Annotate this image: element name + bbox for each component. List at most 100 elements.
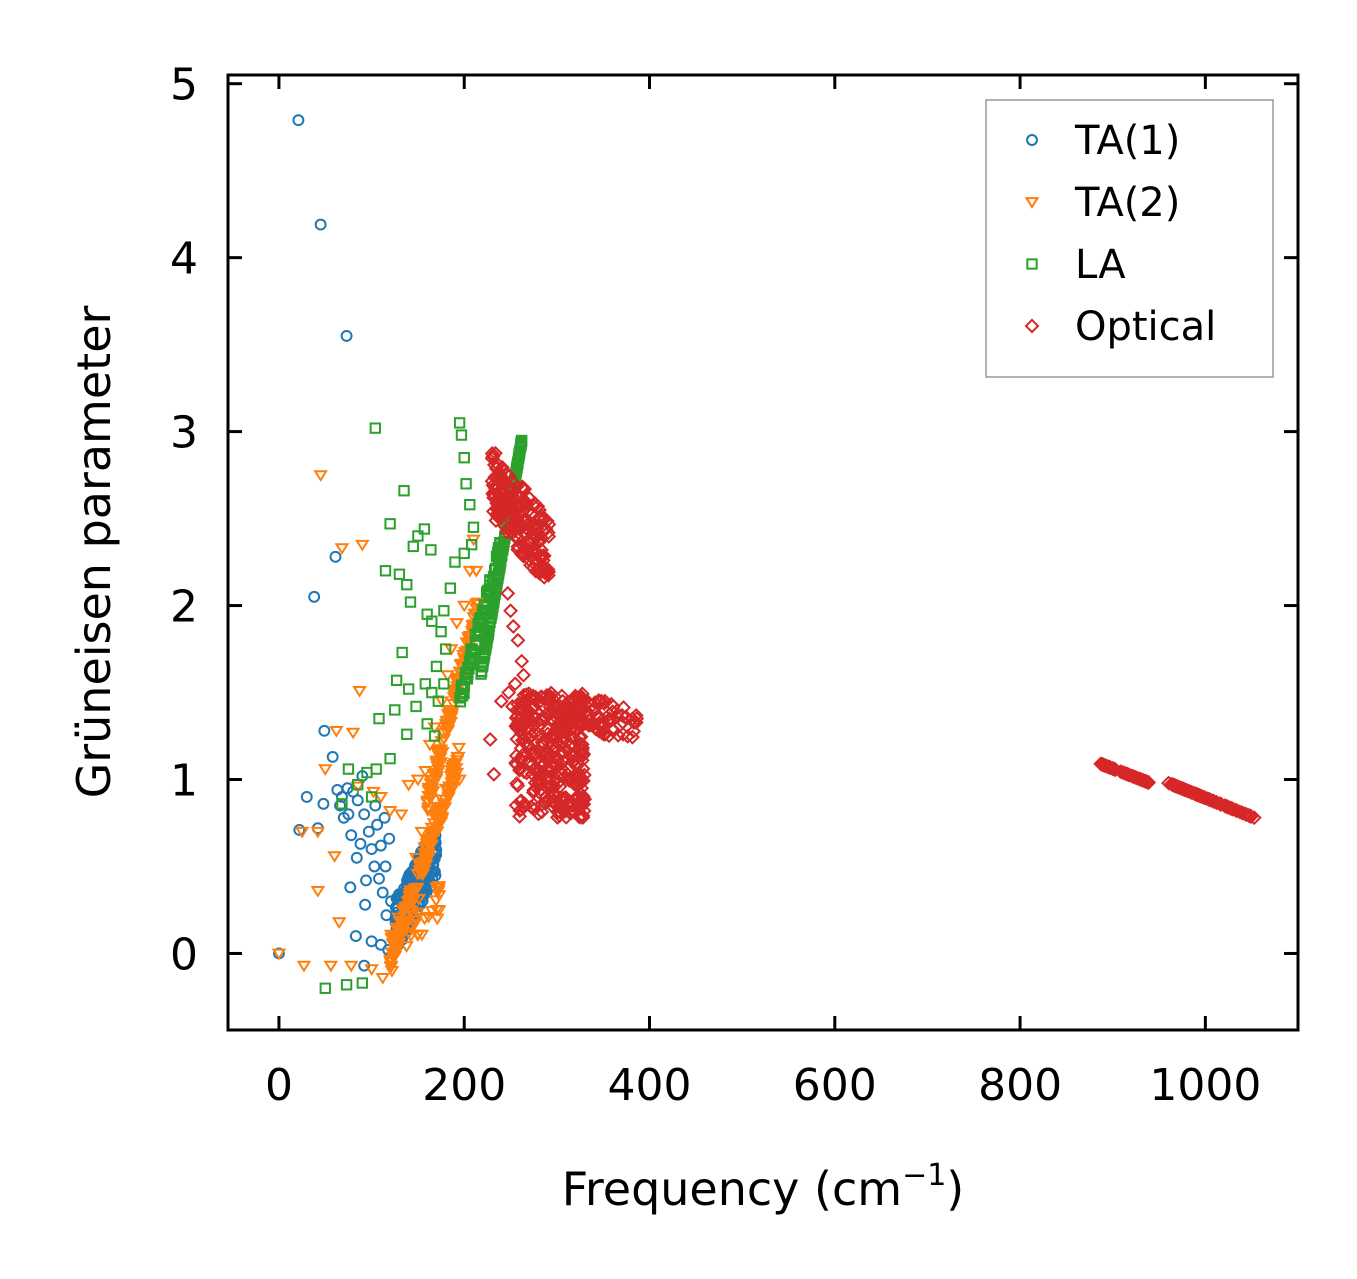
data-point (352, 779, 364, 791)
data-point (425, 544, 437, 556)
data-point (376, 886, 389, 899)
data-point (624, 729, 640, 745)
data-point (575, 788, 591, 804)
data-point (556, 700, 572, 716)
data-point (440, 670, 455, 682)
data-point (329, 550, 342, 563)
data-point (430, 660, 443, 673)
data-point (415, 869, 431, 882)
data-point (327, 851, 342, 863)
data-point (1189, 787, 1205, 803)
data-point (355, 539, 370, 552)
data-point (383, 962, 399, 974)
data-point (449, 556, 461, 568)
data-point (496, 476, 512, 492)
data-point (403, 920, 419, 933)
data-point (502, 505, 517, 521)
data-point (487, 483, 503, 498)
data-point (313, 470, 328, 482)
y-tick-label: 1 (170, 756, 198, 807)
data-point (539, 565, 555, 580)
data-point (373, 712, 385, 725)
data-point (504, 474, 520, 490)
data-point (373, 872, 385, 885)
data-point (1184, 784, 1200, 800)
data-point (428, 865, 440, 878)
data-point (426, 686, 438, 699)
data-point (478, 605, 490, 617)
data-point (441, 785, 457, 797)
x-tick-label: 600 (793, 1060, 877, 1111)
data-point (358, 808, 371, 821)
data-point (503, 480, 519, 496)
data-point (337, 811, 350, 824)
data-point (538, 778, 554, 794)
data-point (1209, 795, 1225, 811)
data-point (350, 781, 366, 794)
data-point (510, 778, 526, 794)
data-point (538, 733, 554, 748)
data-point (389, 922, 404, 935)
data-point (354, 837, 367, 850)
data-point (587, 700, 603, 716)
data-point (404, 596, 417, 608)
data-point (508, 797, 524, 813)
data-point (408, 915, 423, 927)
data-point (334, 799, 347, 812)
data-point (398, 485, 410, 497)
data-point (411, 893, 427, 906)
data-point (455, 429, 468, 441)
data-point (446, 773, 461, 786)
data-point (449, 763, 464, 775)
data-point (407, 919, 422, 931)
data-point (500, 585, 516, 601)
data-point (469, 628, 482, 640)
data-point (383, 929, 399, 942)
data-point (424, 784, 439, 797)
data-point (516, 502, 531, 518)
data-point (615, 726, 631, 742)
data-point (510, 464, 523, 476)
data-point (566, 694, 582, 710)
data-point (499, 524, 515, 540)
data-point (519, 737, 535, 753)
data-point (501, 685, 517, 700)
data-point (551, 716, 567, 732)
data-point (458, 452, 470, 464)
data-point (530, 751, 546, 767)
data-point (361, 766, 373, 779)
data-point (360, 874, 372, 887)
data-point (615, 714, 631, 730)
legend-marker (1026, 134, 1038, 146)
data-point (535, 711, 551, 727)
data-point (428, 730, 441, 742)
data-point (293, 824, 306, 836)
legend-label: LA (1075, 242, 1126, 288)
data-point (349, 930, 362, 943)
data-point (390, 674, 403, 687)
data-point (418, 523, 431, 535)
y-tick-label: 5 (170, 60, 198, 111)
data-point (314, 218, 327, 231)
data-point (323, 960, 339, 973)
y-tick-label: 3 (170, 408, 198, 459)
data-point (597, 694, 613, 710)
data-point (464, 498, 476, 511)
data-point (514, 653, 530, 669)
data-point (482, 732, 498, 747)
data-point (362, 825, 375, 838)
data-point (326, 750, 339, 763)
data-point (340, 329, 353, 342)
data-point (1124, 768, 1140, 784)
data-point (340, 979, 353, 991)
x-tick-label: 1000 (1149, 1060, 1261, 1111)
x-tick-label: 200 (422, 1060, 506, 1111)
data-point (383, 832, 396, 845)
data-point (486, 766, 502, 782)
data-point (468, 565, 484, 578)
data-point (438, 678, 450, 690)
data-point (488, 564, 501, 576)
data-point (517, 524, 533, 540)
data-point (402, 683, 415, 695)
data-point (378, 811, 391, 824)
